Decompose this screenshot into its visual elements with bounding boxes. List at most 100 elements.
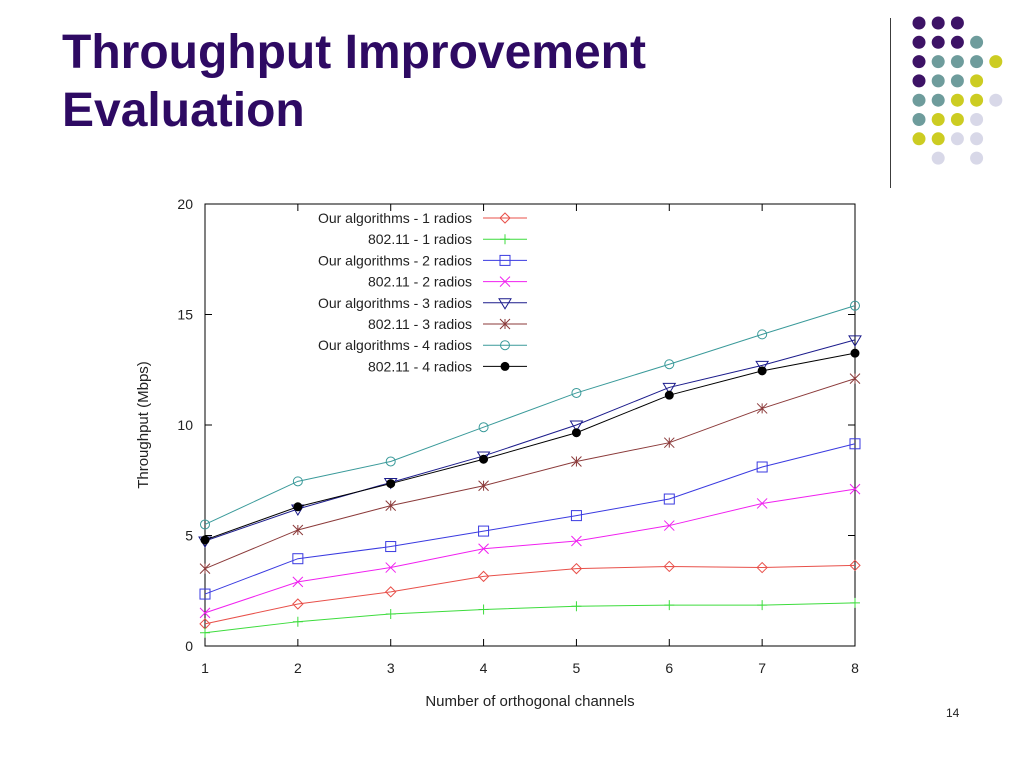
- decorative-dot: [970, 93, 984, 107]
- data-point-marker: [199, 588, 211, 600]
- data-point-marker: [850, 300, 860, 311]
- decorative-dot: [950, 132, 964, 146]
- data-point-marker: [292, 476, 303, 487]
- data-point-marker: [499, 318, 511, 330]
- data-point-marker: [569, 420, 584, 432]
- data-point-marker: [757, 329, 768, 340]
- data-point-marker: [499, 276, 511, 287]
- data-point-marker: [757, 600, 768, 611]
- series-line: [204, 305, 856, 525]
- data-point-marker: [571, 387, 582, 398]
- data-point-marker: [292, 598, 304, 610]
- x-tick-label: 3: [387, 660, 395, 676]
- data-point-marker: [663, 520, 675, 531]
- decorative-dot: [970, 74, 984, 88]
- x-tick-label: 6: [665, 660, 673, 676]
- data-point-marker: [664, 359, 675, 370]
- decorative-dot: [970, 151, 984, 165]
- decorative-dot: [989, 55, 1003, 69]
- decorative-dot: [970, 132, 984, 146]
- decorative-dot: [931, 132, 945, 146]
- data-point-marker: [499, 254, 511, 266]
- data-point-marker: [756, 498, 768, 509]
- decorative-dot: [931, 151, 945, 165]
- y-axis-label: Throughput (Mbps): [135, 361, 152, 489]
- data-point-marker: [570, 562, 583, 575]
- decorative-dot-pattern: [912, 16, 1003, 165]
- series-lines: [198, 300, 862, 638]
- decorative-dot: [931, 55, 945, 69]
- decorative-dot: [912, 113, 926, 126]
- data-point-marker: [570, 510, 582, 522]
- data-point-marker: [478, 543, 489, 555]
- data-point-marker: [756, 561, 768, 574]
- series-line: [204, 378, 856, 570]
- decorative-dot: [970, 55, 984, 69]
- data-point-marker: [571, 535, 582, 547]
- data-point-marker: [292, 553, 304, 565]
- data-point-marker: [478, 525, 490, 537]
- series-line: [204, 602, 856, 634]
- x-tick-label: 7: [758, 660, 766, 676]
- data-point-marker: [850, 597, 860, 608]
- plot-frame: [204, 203, 856, 647]
- x-tick-label: 2: [294, 660, 302, 676]
- data-point-marker: [849, 373, 861, 384]
- data-point-marker: [849, 438, 861, 450]
- data-point-marker: [664, 390, 674, 400]
- slide-title: Throughput Improvement Evaluation: [62, 24, 646, 140]
- decorative-dot: [989, 93, 1003, 107]
- legend-label: 802.11 - 1 radios: [368, 231, 472, 247]
- data-point-marker: [199, 607, 211, 619]
- data-point-marker: [200, 519, 210, 530]
- legend-label: 802.11 - 4 radios: [368, 358, 472, 374]
- data-point-marker: [385, 500, 397, 512]
- decorative-dot: [970, 35, 984, 49]
- data-point-marker: [199, 563, 211, 575]
- data-point-marker: [849, 559, 861, 572]
- y-tick-label: 15: [177, 307, 193, 323]
- series-line: [204, 443, 856, 595]
- decorative-dot: [912, 132, 926, 146]
- data-point-marker: [479, 454, 489, 464]
- data-point-marker: [571, 428, 581, 438]
- y-tick-label: 20: [177, 196, 193, 212]
- decorative-dot: [912, 16, 926, 30]
- decorative-dot: [950, 55, 964, 69]
- data-point-marker: [499, 212, 511, 224]
- data-point-marker: [200, 535, 210, 545]
- data-point-marker: [571, 601, 582, 612]
- series-line: [204, 564, 856, 625]
- data-point-marker: [292, 524, 304, 536]
- data-point-marker: [292, 616, 303, 627]
- data-point-marker: [385, 586, 397, 598]
- data-point-marker: [663, 560, 675, 573]
- data-point-marker: [385, 608, 396, 619]
- legend-label: 802.11 - 3 radios: [368, 316, 472, 332]
- data-point-marker: [386, 479, 396, 489]
- data-point-marker: [293, 502, 303, 512]
- x-tick-label: 4: [480, 660, 488, 676]
- legend-label: Our algorithms - 1 radios: [318, 210, 472, 226]
- data-point-marker: [292, 576, 304, 588]
- data-point-marker: [757, 366, 767, 376]
- data-point-marker: [498, 298, 512, 310]
- x-tick-label: 5: [573, 660, 581, 676]
- decorative-dot: [912, 55, 926, 69]
- x-axis-label: Number of orthogonal channels: [425, 693, 634, 710]
- slide-title-line-1: Throughput Improvement: [62, 26, 646, 79]
- decorative-dot: [912, 74, 926, 88]
- series-line: [204, 488, 856, 614]
- data-point-marker: [478, 422, 489, 433]
- data-point-marker: [850, 348, 860, 358]
- legend-label: Our algorithms - 3 radios: [318, 295, 472, 311]
- decorative-dot: [950, 35, 964, 49]
- slide-title-line-2: Evaluation: [62, 84, 305, 137]
- y-tick-label: 0: [185, 638, 193, 654]
- data-point-marker: [385, 541, 397, 553]
- data-point-marker: [385, 456, 396, 467]
- decorative-dot: [912, 35, 926, 49]
- data-point-marker: [756, 403, 768, 414]
- data-point-marker: [478, 604, 489, 615]
